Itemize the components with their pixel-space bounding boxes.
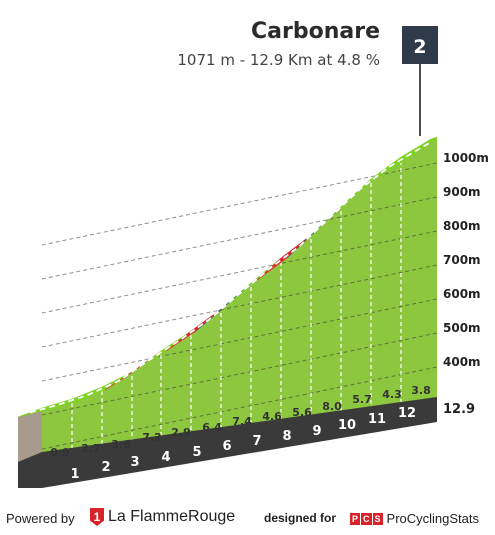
profile-centre-line: [29, 141, 432, 414]
la-flamme-rouge-logo[interactable]: 1 La FlammeRouge: [90, 508, 235, 526]
km-label: 12: [398, 406, 416, 421]
altitude-tick-label: 700m: [443, 253, 481, 267]
profile-group: [17, 136, 438, 488]
category-badge-label: 2: [413, 36, 426, 58]
km-strip: [18, 397, 437, 488]
category-badge-box: [402, 26, 438, 64]
km-label: 2: [101, 460, 110, 475]
powered-by-text: Powered by: [6, 511, 75, 526]
end-km-label: 12.9: [443, 402, 475, 417]
climb-profile-chart: Carbonare 1071 m - 12.9 Km at 4.8 % 2 40…: [17, 19, 489, 488]
km-label: 5: [192, 445, 201, 460]
la-flamme-rouge-name: La FlammeRouge: [108, 508, 236, 526]
km-label: 10: [338, 418, 356, 433]
gradient-label: 7.2: [142, 431, 162, 444]
gradient-label: 2.7: [81, 442, 101, 455]
gradient-label: 3.6: [111, 438, 131, 451]
profile-top-segment: [406, 136, 438, 160]
km-label: 8: [282, 429, 291, 444]
pcs-letter-s: S: [372, 512, 383, 525]
altitude-grid-line: [41, 230, 438, 314]
gradient-label: 7.4: [232, 415, 252, 428]
designed-for-text: designed for: [264, 511, 337, 525]
pcs-letter-c: C: [361, 512, 372, 525]
km-label: 3: [130, 455, 139, 470]
altitude-tick-label: 1000m: [443, 151, 489, 165]
gradient-label: 6.4: [202, 421, 222, 434]
gradient-label: 4.3: [382, 388, 402, 401]
altitude-tick-label: 900m: [443, 185, 481, 199]
altitude-grid-line: [41, 196, 438, 280]
altitude-tick-label: 600m: [443, 287, 481, 301]
gradient-label: 3.8: [411, 384, 431, 397]
flamme-rouge-icon: 1: [90, 508, 104, 526]
chart-title: Carbonare: [251, 19, 380, 44]
altitude-grid-line: [41, 162, 438, 246]
footer: Powered by 1 La FlammeRouge designed for …: [0, 505, 495, 535]
km-label: 7: [252, 434, 261, 449]
gradient-label: 5.6: [292, 406, 312, 419]
chart-subtitle: 1071 m - 12.9 Km at 4.8 %: [177, 51, 380, 69]
altitude-tick-label: 500m: [443, 321, 481, 335]
category-badge: 2: [402, 26, 438, 136]
altitude-tick-label: 800m: [443, 219, 481, 233]
gradient-label: 4.6: [262, 410, 282, 423]
km-label: 9: [312, 424, 321, 439]
gradient-label: 0.9: [50, 446, 70, 459]
procyclingstats-name: ProCyclingStats: [386, 511, 480, 527]
altitude-tick-label: 400m: [443, 355, 481, 369]
km-label: 6: [222, 439, 231, 454]
gradient-label: 2.9: [171, 426, 191, 439]
km-label: 4: [161, 450, 170, 465]
km-label: 1: [70, 467, 79, 482]
gradient-label: 5.7: [352, 393, 372, 406]
labels-group: 400m 500m 600m 700m 800m 900m 1000m 0.9 2.7 3.6 7.…: [50, 151, 489, 482]
procyclingstats-logo[interactable]: P C S ProCyclingStats: [350, 510, 479, 526]
gradient-label: 8.0: [322, 400, 342, 413]
pcs-letter-p: P: [350, 512, 361, 525]
altitude-grid-line: [41, 264, 438, 348]
km-label: 11: [368, 412, 386, 427]
